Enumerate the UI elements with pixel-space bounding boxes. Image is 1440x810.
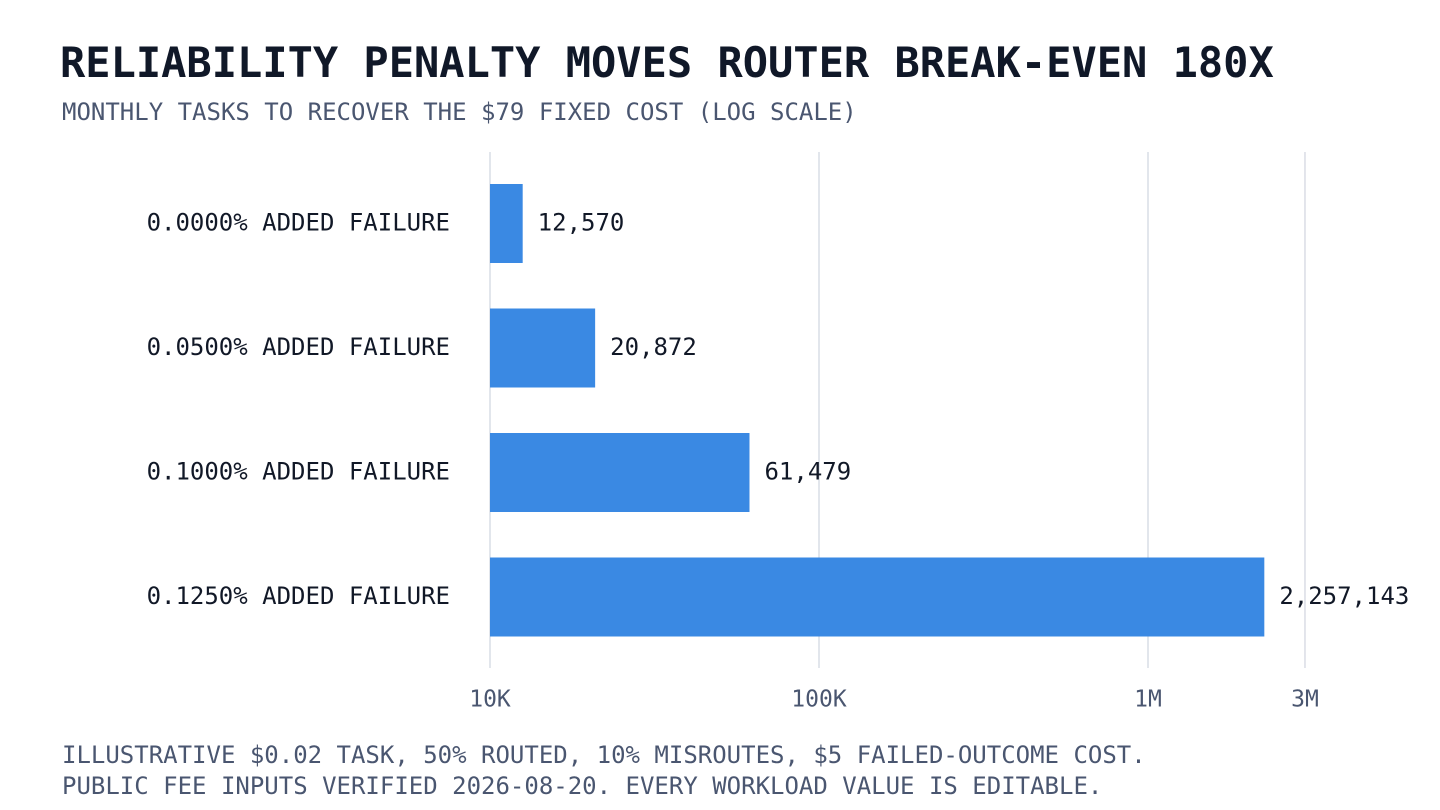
bar-3 <box>490 557 1265 637</box>
bar-0 <box>490 184 523 263</box>
footnote-line-1: ILLUSTRATIVE $0.02 TASK, 50% ROUTED, 10%… <box>62 741 1146 769</box>
x-tick-label: 100K <box>791 687 847 713</box>
chart-footnote: ILLUSTRATIVE $0.02 TASK, 50% ROUTED, 10%… <box>62 740 1146 802</box>
x-tick-label: 10K <box>469 687 511 713</box>
bar-value-label: 12,570 <box>538 209 625 237</box>
category-label: 0.0000% ADDED FAILURE <box>147 209 450 237</box>
bar-value-label: 2,257,143 <box>1279 582 1409 610</box>
chart-title: RELIABILITY PENALTY MOVES ROUTER BREAK-E… <box>60 38 1274 87</box>
bar-value-label: 61,479 <box>764 458 851 486</box>
chart-subtitle: MONTHLY TASKS TO RECOVER THE $79 FIXED C… <box>62 98 857 126</box>
bar-1 <box>490 308 596 388</box>
category-label: 0.0500% ADDED FAILURE <box>147 333 450 361</box>
bar-2 <box>490 433 750 512</box>
x-tick-label: 1M <box>1134 687 1162 713</box>
category-label: 0.1000% ADDED FAILURE <box>147 458 450 486</box>
footnote-line-2: PUBLIC FEE INPUTS VERIFIED 2026-08-20. E… <box>62 772 1103 800</box>
bar-value-label: 20,872 <box>610 333 697 361</box>
labels: 10K 100K 1M 3M 0.0000% ADDED FAILURE 12,570 0.… <box>147 209 1410 713</box>
bars <box>490 184 1265 637</box>
category-label: 0.1250% ADDED FAILURE <box>147 582 450 610</box>
x-tick-label: 3M <box>1291 687 1319 713</box>
